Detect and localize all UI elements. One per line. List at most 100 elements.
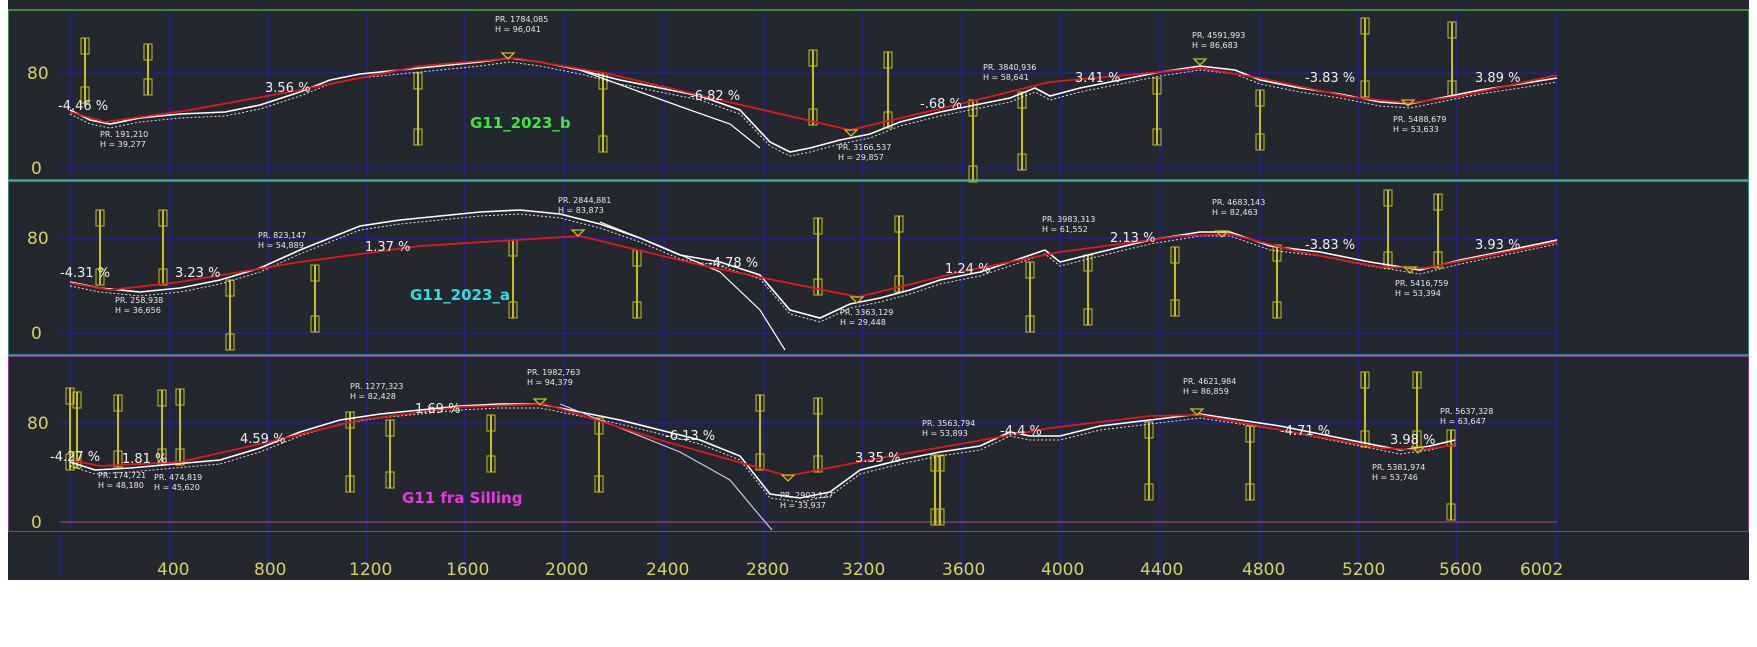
station-marker-tag bbox=[486, 455, 496, 473]
station-marker-tag bbox=[225, 333, 235, 351]
station-marker-tag bbox=[1152, 77, 1162, 95]
station-marker-tag bbox=[508, 301, 518, 319]
grade-label: 1.37 % bbox=[365, 240, 410, 255]
grade-label: 3.89 % bbox=[1475, 71, 1520, 86]
point-elevation-label: H = 45,620 bbox=[154, 483, 200, 492]
point-station-label: PR. 3840,936 bbox=[983, 63, 1036, 72]
panel-title: G11_2023_b bbox=[470, 114, 571, 132]
station-marker-tag bbox=[1447, 21, 1457, 39]
y-tick-label-80: 80 bbox=[27, 229, 49, 249]
station-marker-tag bbox=[632, 301, 642, 319]
x-tick-label: 400 bbox=[157, 560, 189, 580]
x-tick-label: 3600 bbox=[942, 560, 985, 580]
point-station-label: PR. 5416,759 bbox=[1395, 279, 1448, 288]
profile-vertex-marker bbox=[500, 52, 516, 60]
point-elevation-label: H = 58,641 bbox=[983, 73, 1029, 82]
station-marker-tag bbox=[968, 165, 978, 183]
grade-label: 1.24 % bbox=[945, 262, 990, 277]
station-marker-tag bbox=[345, 475, 355, 493]
station-marker-tag bbox=[157, 389, 167, 407]
y-tick-label-0: 0 bbox=[31, 159, 42, 179]
profile-vertex-marker bbox=[1214, 230, 1230, 238]
x-tick-label: 1200 bbox=[349, 560, 392, 580]
grade-label: 3.35 % bbox=[855, 451, 900, 466]
station-marker-tag bbox=[1025, 315, 1035, 333]
point-station-label: PR. 2844,881 bbox=[558, 196, 611, 205]
station-marker-tag bbox=[894, 215, 904, 233]
station-marker-tag bbox=[1383, 189, 1393, 207]
station-marker-tag bbox=[65, 387, 75, 405]
x-tick-label: 2000 bbox=[545, 560, 588, 580]
point-elevation-label: H = 54,889 bbox=[258, 241, 304, 250]
grade-label: -3.83 % bbox=[1305, 238, 1355, 253]
y-tick-label-80: 80 bbox=[27, 64, 49, 84]
profile-panel-2: 80 0 -4.31 % 3.23 % 1.37 % -4.78 % 1.24 % 2.13 … bbox=[7, 180, 1750, 356]
station-marker-tag bbox=[225, 279, 235, 297]
station-marker-tag bbox=[1272, 244, 1282, 262]
station-marker-tag bbox=[808, 49, 818, 67]
station-marker-tag bbox=[385, 471, 395, 489]
station-marker-tag bbox=[935, 508, 945, 526]
profile-vertex-marker bbox=[1402, 266, 1418, 274]
x-tick-label: 4800 bbox=[1242, 560, 1285, 580]
station-marker-tag bbox=[158, 209, 168, 227]
grade-label: -4.71 % bbox=[1280, 424, 1330, 439]
grade-label: 2.13 % bbox=[1110, 231, 1155, 246]
grade-label: -4.46 % bbox=[58, 99, 108, 114]
point-elevation-label: H = 36,656 bbox=[115, 306, 161, 315]
profile-vertex-marker bbox=[1189, 408, 1205, 416]
point-elevation-label: H = 53,893 bbox=[922, 429, 968, 438]
station-marker-tag bbox=[65, 453, 75, 471]
y-tick-label-80: 80 bbox=[27, 414, 49, 434]
station-marker-tag bbox=[413, 72, 423, 90]
station-marker-tag bbox=[95, 268, 105, 286]
station-marker-tag bbox=[1360, 371, 1370, 389]
grade-label: 3.23 % bbox=[175, 266, 220, 281]
grade-label: 1.69 % bbox=[415, 402, 460, 417]
point-elevation-label: H = 96,041 bbox=[495, 25, 541, 34]
terrain-drop-line bbox=[599, 221, 786, 351]
point-elevation-label: H = 86,859 bbox=[1183, 387, 1229, 396]
station-marker-tag bbox=[1412, 371, 1422, 389]
station-marker-tag bbox=[1170, 299, 1180, 317]
x-tick-label: 5600 bbox=[1439, 560, 1482, 580]
station-marker-tag bbox=[385, 419, 395, 437]
station-marker-tag bbox=[755, 453, 765, 471]
point-elevation-label: H = 29,448 bbox=[840, 318, 886, 327]
point-elevation-label: H = 53,746 bbox=[1372, 473, 1418, 482]
x-tick-label: 800 bbox=[254, 560, 286, 580]
left-margin bbox=[0, 533, 8, 647]
station-marker-tag bbox=[1245, 425, 1255, 443]
point-station-label: PR. 174,721 bbox=[98, 471, 146, 480]
profile-vertex-marker bbox=[1410, 446, 1426, 454]
station-marker-tag bbox=[95, 209, 105, 227]
point-elevation-label: H = 94,379 bbox=[527, 378, 573, 387]
terrain-drop-line bbox=[579, 69, 761, 149]
y-tick-label-0: 0 bbox=[31, 513, 42, 533]
station-marker-tag bbox=[80, 37, 90, 55]
profile-vertex-marker bbox=[849, 296, 865, 304]
terrain-line-dotted bbox=[69, 213, 1558, 323]
point-elevation-label: H = 82,463 bbox=[1212, 208, 1258, 217]
grade-label: -.68 % bbox=[920, 97, 962, 112]
station-marker-tag bbox=[1017, 91, 1027, 109]
grade-label: -4.4 % bbox=[1000, 424, 1042, 439]
station-marker-tag bbox=[1255, 133, 1265, 151]
point-station-label: PR. 823,147 bbox=[258, 231, 306, 240]
left-margin-top bbox=[0, 0, 8, 533]
point-station-label: PR. 1982,763 bbox=[527, 368, 580, 377]
station-marker-tag bbox=[1170, 246, 1180, 264]
profile-panel-3: 80 0 -4.27 % 1.81 % 4.59 % 1.69 % -6.13 % 3.35 … bbox=[7, 355, 1750, 533]
station-marker-tag bbox=[1025, 261, 1035, 279]
x-tick-label: 5200 bbox=[1342, 560, 1385, 580]
point-station-label: PR. 3166,537 bbox=[838, 143, 891, 152]
station-marker-tag bbox=[813, 397, 823, 415]
station-marker-tag bbox=[1272, 301, 1282, 319]
station-marker-tag bbox=[808, 108, 818, 126]
station-marker-tag bbox=[883, 51, 893, 69]
station-marker-tag bbox=[1255, 89, 1265, 107]
point-station-label: PR. 3563,794 bbox=[922, 419, 975, 428]
station-marker-tag bbox=[310, 315, 320, 333]
station-marker-tag bbox=[1144, 421, 1154, 439]
